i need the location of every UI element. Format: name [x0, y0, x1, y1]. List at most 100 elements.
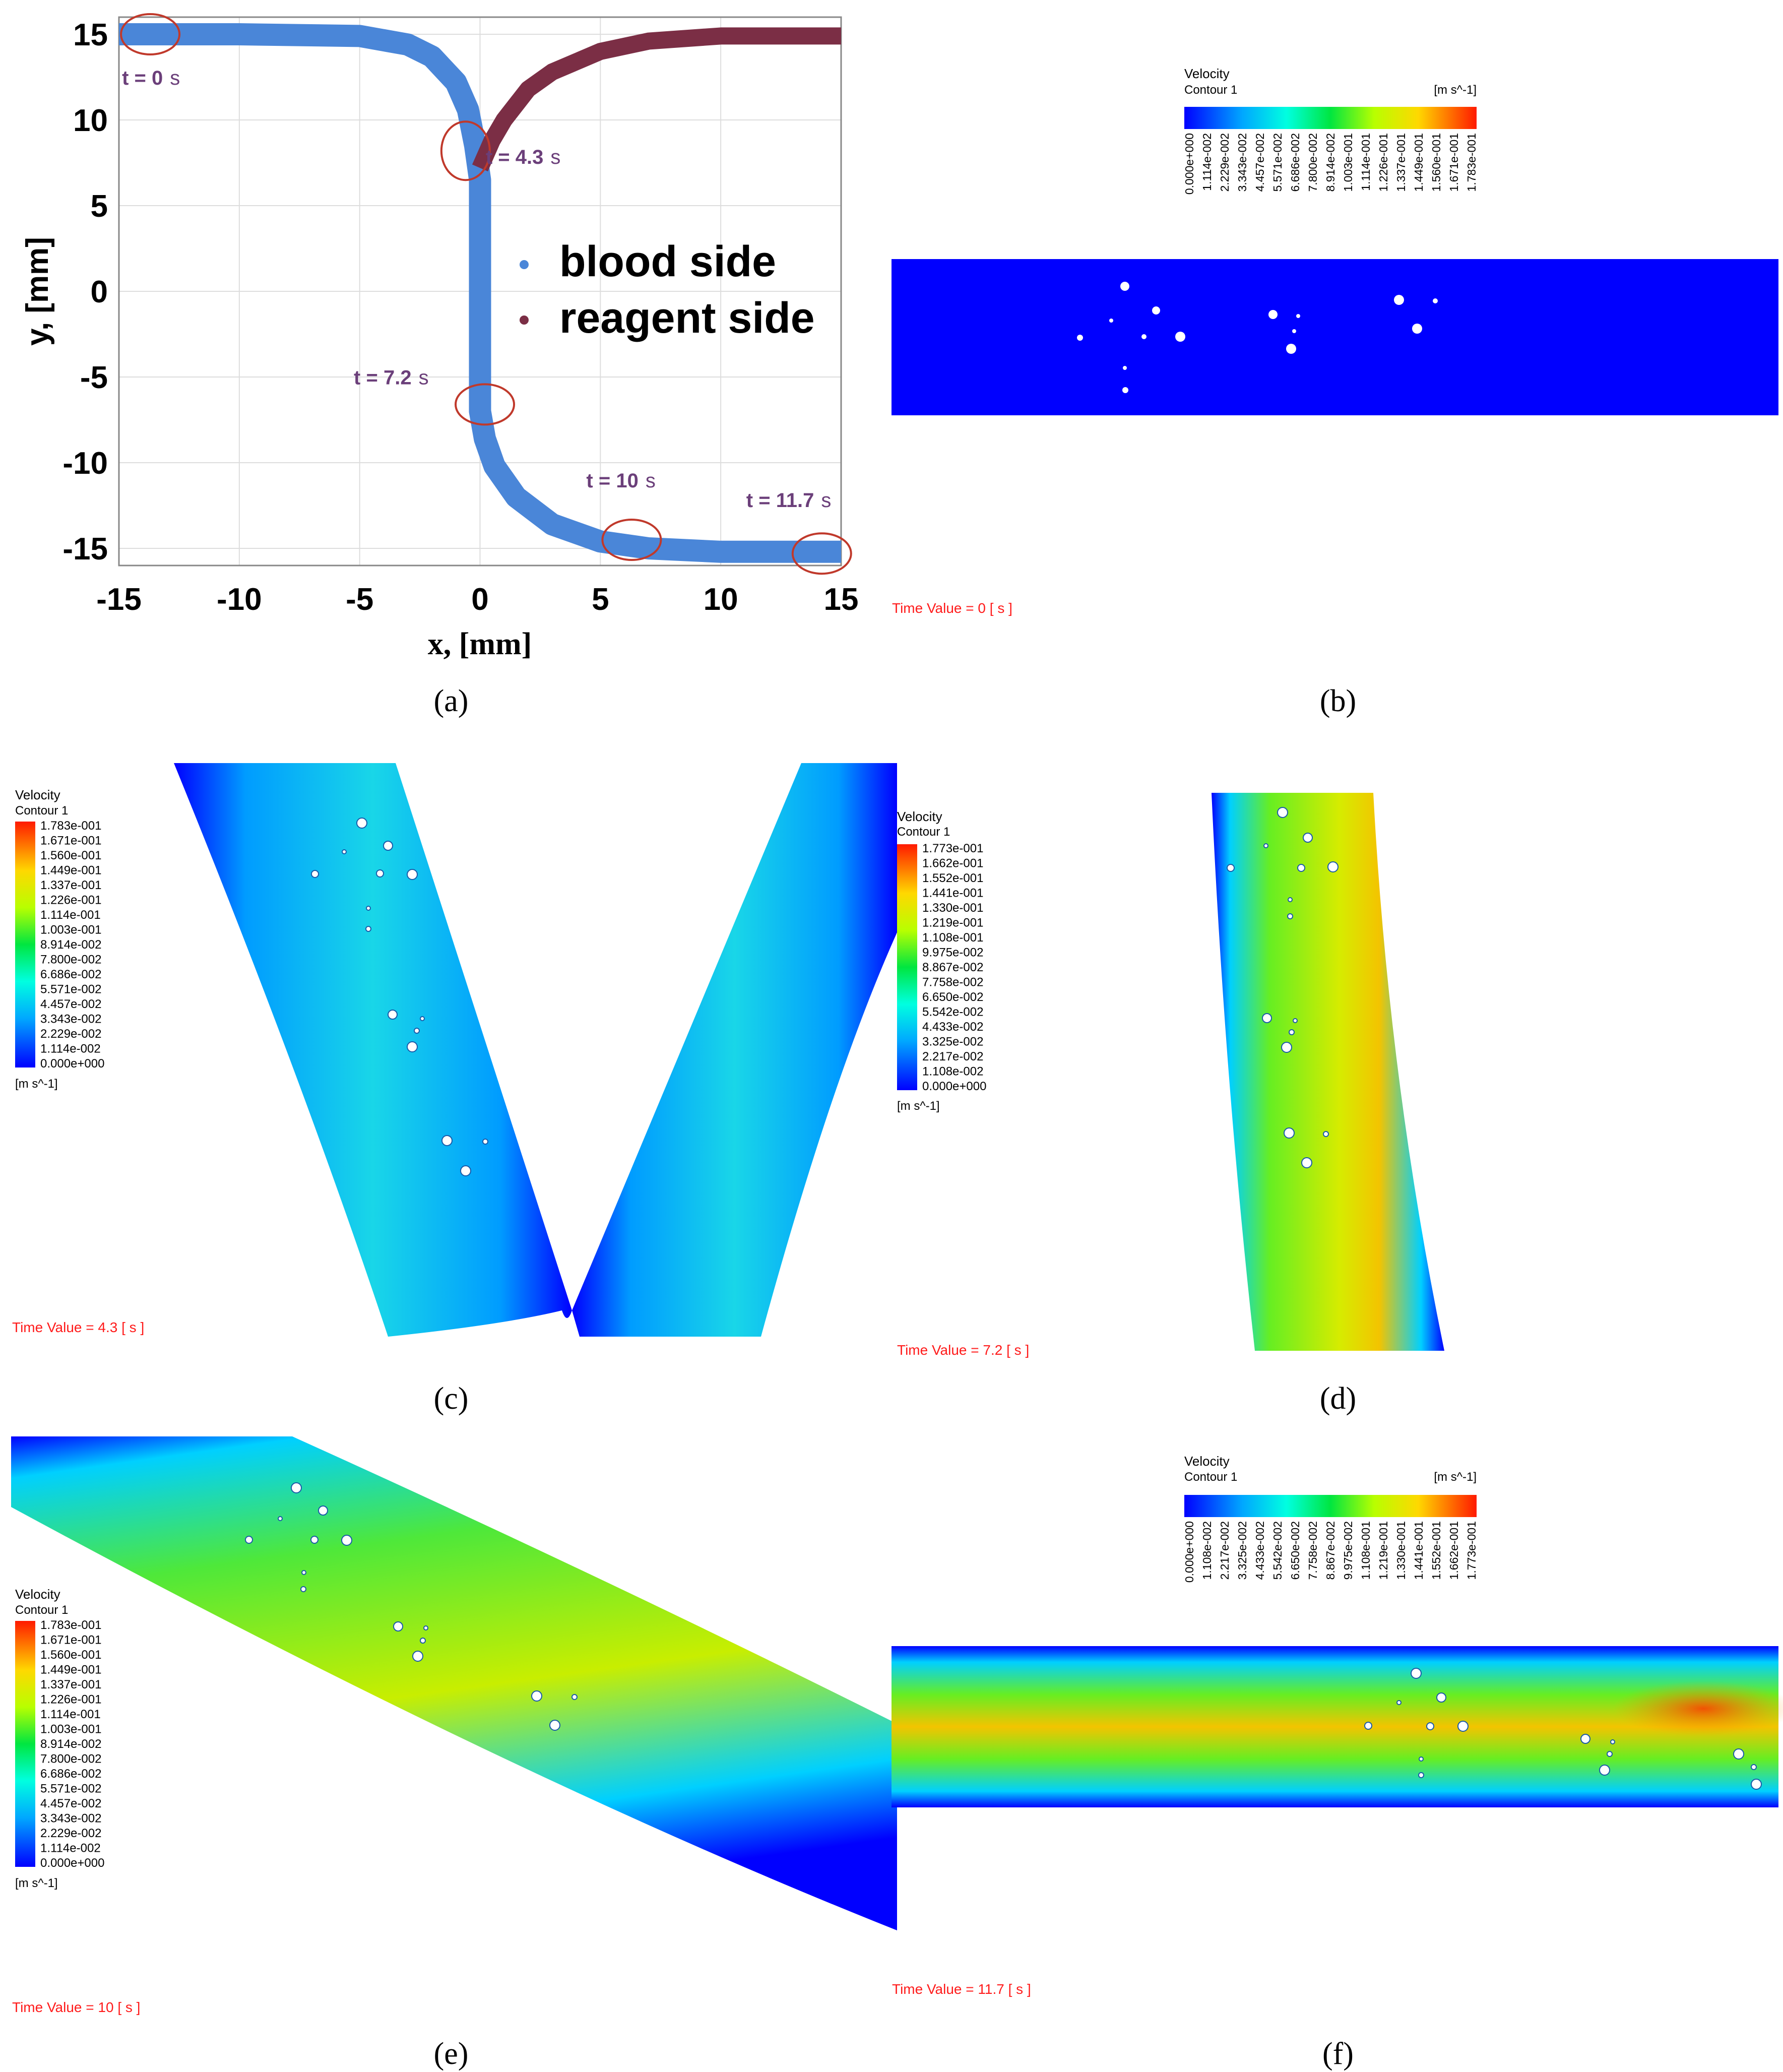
time-annotation-unit: s: [419, 366, 429, 389]
colorbar-tick-label: 7.800e-002: [40, 953, 101, 967]
time-marker-circle: [440, 120, 491, 181]
colorbar-subtitle: Contour 1: [1184, 1470, 1237, 1484]
colorbar-tick-label: 5.571e-002: [1271, 133, 1284, 192]
colorbar-tick-label: 1.783e-001: [1465, 133, 1478, 192]
colorbar-tick-label: 1.552e-001: [1430, 1521, 1443, 1580]
particles: [311, 818, 488, 1176]
colorbar-tick-label: 7.800e-002: [40, 1752, 101, 1766]
y-tick-label: -5: [80, 360, 108, 395]
colorbar-tick-label: 8.867e-002: [922, 961, 983, 974]
colorbar-tick-label: 5.571e-002: [40, 1782, 101, 1796]
time-annotation: t = 11.7 s: [746, 489, 832, 512]
colorbar-tick-label: 6.650e-002: [922, 990, 983, 1004]
colorbar-tick-label: 0.000e+000: [40, 1856, 104, 1870]
colorbar-tick-label: 1.003e-001: [1342, 133, 1355, 192]
x-tick-label: -15: [96, 582, 142, 617]
colorbar-unit: [m s^-1]: [897, 1099, 940, 1113]
colorbar-tick-label: 1.560e-001: [40, 849, 101, 862]
panel-d: Velocity Contour 1 1.773e-001 1.662e-001 1…: [897, 726, 1783, 1381]
y-tick-label: -10: [62, 446, 108, 481]
legend-marker-reagent: [520, 316, 529, 325]
colorbar-tick-label: 1.783e-001: [40, 1618, 101, 1632]
right-branch: [572, 763, 897, 1337]
legend-marker-blood: [520, 260, 529, 269]
time-label: Time Value = 11.7 [ s ]: [892, 1981, 1031, 1997]
time-annotation-unit: s: [550, 146, 560, 168]
colorbar: [1184, 1495, 1477, 1517]
time-annotation: t = 7.2 s: [354, 366, 429, 389]
colorbar: [897, 844, 917, 1090]
colorbar-tick-label: 7.758e-002: [922, 976, 983, 989]
colorbar-tick-label: 2.229e-002: [40, 1827, 101, 1840]
colorbar-tick-label: 1.662e-001: [1447, 1521, 1460, 1580]
channel-straight: [892, 259, 1778, 415]
caption-c: (c): [433, 1382, 469, 1416]
colorbar-tick-label: 4.433e-002: [1253, 1521, 1266, 1580]
colorbar: [15, 1621, 35, 1867]
caption-a-text: (a): [433, 684, 469, 718]
colorbar-tick-label: 4.433e-002: [922, 1020, 983, 1034]
colorbar-ticks: 1.783e-0011.671e-0011.560e-0011.449e-001…: [40, 819, 104, 1071]
colorbar-tick-label: 1.226e-001: [40, 894, 101, 907]
x-tick-label: -5: [346, 582, 373, 617]
colorbar-tick-label: 1.226e-001: [1377, 133, 1390, 192]
colorbar-tick-label: 1.330e-001: [1394, 1521, 1408, 1580]
colorbar-ticks: 1.783e-001 1.671e-0011.560e-0011.449e-001…: [40, 1618, 104, 1870]
colorbar-tick-label: 4.457e-002: [40, 1797, 101, 1810]
colorbar-unit: [m s^-1]: [15, 1876, 58, 1890]
particles: [245, 1482, 578, 1731]
colorbar: [15, 822, 35, 1068]
colorbar-tick-label: 1.560e-001: [1430, 133, 1443, 192]
x-tick-label: 0: [471, 582, 488, 617]
colorbar-unit: [m s^-1]: [1434, 1470, 1477, 1484]
colorbar-tick-label: 0.000e+000: [1183, 133, 1196, 195]
curved-channel: [11, 1436, 897, 1930]
y-tick-label: 0: [91, 275, 108, 309]
legend-label-reagent: reagent side: [559, 294, 815, 342]
x-axis-label: x, [mm]: [428, 627, 532, 661]
time-marker-circle: [120, 13, 181, 55]
legend-label-blood: blood side: [559, 237, 776, 286]
colorbar-tick-label: 3.325e-002: [922, 1035, 983, 1049]
colorbar-tick-label: 1.662e-001: [922, 857, 983, 870]
colorbar-tick-label: 3.343e-002: [40, 1013, 101, 1026]
hotspot: [1613, 1681, 1783, 1736]
vertical-channel: [1212, 793, 1444, 1351]
time-marker-circle: [601, 519, 662, 561]
colorbar-tick-label: 8.914e-002: [1324, 133, 1337, 192]
colorbar-tick-label: 1.003e-001: [40, 1723, 101, 1736]
colorbar-tick-label: 1.114e-001: [40, 1708, 101, 1721]
colorbar-title: Velocity: [1184, 1454, 1230, 1469]
colorbar-ticks: 0.000e+000 1.114e-002 2.229e-002 3.343e-002…: [1183, 133, 1478, 195]
colorbar-tick-label: 9.975e-002: [922, 946, 983, 960]
colorbar-subtitle: Contour 1: [15, 1603, 68, 1617]
time-label: Time Value = 7.2 [ s ]: [897, 1342, 1029, 1358]
colorbar-tick-label: 3.343e-002: [40, 1812, 101, 1826]
colorbar-title: Velocity: [15, 1587, 60, 1602]
colorbar-tick-label: 1.108e-001: [1359, 1521, 1372, 1580]
colorbar-tick-label: 1.671e-001: [40, 834, 101, 848]
colorbar-tick-label: 1.337e-001: [40, 1678, 101, 1691]
colorbar-tick-label: 7.758e-002: [1306, 1521, 1319, 1580]
colorbar-tick-label: 2.217e-002: [922, 1050, 983, 1063]
colorbar-tick-label: 1.783e-001: [40, 819, 101, 833]
colorbar-tick-label: 6.686e-002: [40, 968, 101, 981]
colorbar-tick-label: 5.571e-002: [40, 983, 101, 996]
colorbar-tick-label: 1.560e-001: [40, 1648, 101, 1662]
caption-f: (f): [1322, 2037, 1354, 2071]
colorbar-subtitle: Contour 1: [1184, 83, 1237, 97]
colorbar-tick-label: 1.671e-001: [40, 1634, 101, 1647]
colorbar-tick-label: 1.219e-001: [922, 916, 983, 930]
colorbar-tick-label: 8.914e-002: [40, 1737, 101, 1751]
colorbar-title: Velocity: [15, 787, 60, 802]
left-branch: [174, 763, 572, 1337]
colorbar-tick-label: 1.449e-001: [40, 1663, 101, 1677]
colorbar-tick-label: 1.773e-001: [1465, 1521, 1478, 1580]
time-annotation-unit: s: [646, 470, 656, 492]
y-axis-label: y, [mm]: [20, 237, 55, 346]
colorbar-tick-label: 8.867e-002: [1324, 1521, 1337, 1580]
